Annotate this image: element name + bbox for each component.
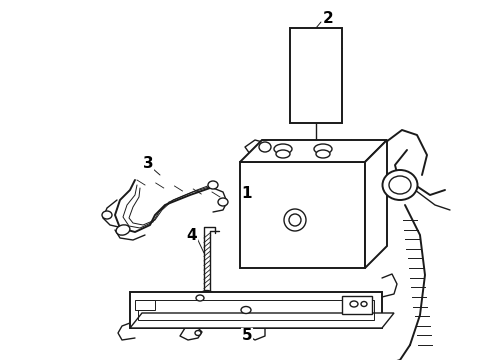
Ellipse shape [276,150,290,158]
Ellipse shape [284,209,306,231]
Ellipse shape [314,144,332,154]
Polygon shape [130,292,382,328]
Ellipse shape [383,170,417,200]
Polygon shape [130,313,394,328]
Ellipse shape [361,302,367,306]
Polygon shape [240,140,387,162]
Ellipse shape [201,291,213,297]
Ellipse shape [289,214,301,226]
Text: 1: 1 [242,185,252,201]
Ellipse shape [208,181,218,189]
Ellipse shape [196,295,204,301]
Bar [290,28,342,123]
Text: 5: 5 [242,328,252,343]
Bar [135,300,155,310]
Ellipse shape [350,301,358,307]
Ellipse shape [274,144,292,154]
Polygon shape [240,162,365,268]
Ellipse shape [316,150,330,158]
Ellipse shape [203,292,211,296]
Ellipse shape [389,176,411,194]
Ellipse shape [195,330,201,336]
Ellipse shape [218,198,228,206]
Ellipse shape [241,306,251,314]
Polygon shape [365,140,387,268]
Ellipse shape [116,225,130,235]
Text: 3: 3 [143,156,153,171]
Text: 2: 2 [322,10,333,26]
Bar [342,296,372,314]
Ellipse shape [102,211,112,219]
Ellipse shape [259,142,271,152]
Text: 4: 4 [187,229,197,243]
